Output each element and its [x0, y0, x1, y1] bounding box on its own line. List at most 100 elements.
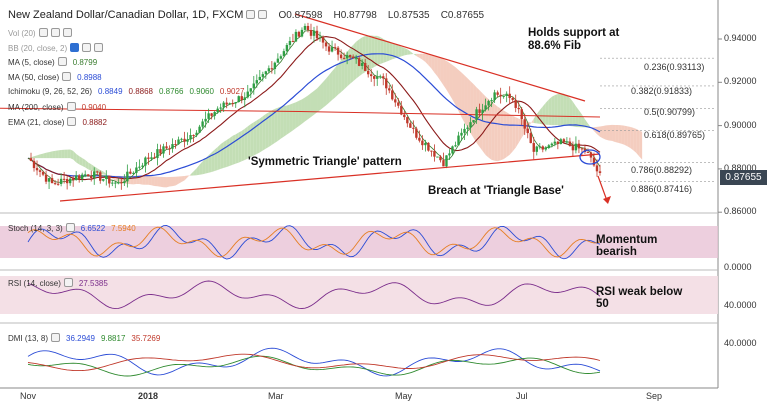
legend-ma5-value: 0.8799 — [72, 58, 98, 67]
candle-body — [252, 83, 255, 89]
ichimoku-cloud-segment — [326, 75, 330, 106]
candle-body — [457, 135, 460, 146]
ichimoku-cloud-segment — [413, 53, 417, 56]
candle-body — [138, 166, 141, 168]
ichimoku-cloud-segment — [380, 37, 384, 65]
close-icon[interactable] — [94, 43, 104, 52]
triangle-upper-trendline — [294, 13, 586, 102]
eye-icon[interactable] — [62, 72, 72, 81]
ichimoku-cloud-segment — [356, 39, 360, 79]
rsi-legend[interactable]: RSI (14, close) 27.5385 — [8, 278, 108, 288]
candle-body — [406, 117, 409, 124]
ichimoku-cloud-segment — [28, 157, 32, 159]
ichimoku-cloud-segment — [91, 164, 95, 172]
ichimoku-cloud-segment — [94, 166, 98, 174]
candle-body — [177, 139, 180, 145]
legend-ma50[interactable]: MA (50, close) 0.8988 — [8, 72, 102, 82]
ichimoku-cloud-segment — [73, 150, 77, 163]
settings-icon[interactable] — [246, 10, 256, 19]
candle-body — [117, 182, 120, 184]
ichimoku-cloud-segment — [277, 106, 281, 141]
candle-body — [294, 31, 298, 42]
ohlc-low-label: L — [387, 10, 394, 21]
ichimoku-cloud-segment — [295, 100, 299, 129]
triangle-base-trendline — [59, 153, 601, 202]
ichimoku-cloud-segment — [169, 176, 173, 187]
ichimoku-cloud-segment — [244, 126, 248, 160]
legend-ichimoku[interactable]: Ichimoku (9, 26, 52, 26) 0.8849 0.8868 0.87… — [8, 87, 244, 96]
candle-body — [129, 171, 132, 174]
candle-body — [360, 62, 364, 66]
candle-body — [35, 168, 39, 171]
candle-body — [397, 102, 400, 106]
candle-body — [171, 144, 174, 149]
ichimoku-cloud-segment — [452, 65, 456, 105]
ichimoku-cloud-segment — [103, 171, 107, 175]
ichimoku-cloud-segment — [506, 112, 510, 158]
gear-icon[interactable] — [82, 43, 92, 52]
breach-highlight-circle — [579, 149, 601, 165]
close-icon[interactable] — [62, 28, 72, 37]
ohlc-open-value: 0.87598 — [286, 10, 323, 21]
candle-body — [219, 107, 222, 109]
annotation-breach: Breach at 'Triangle Base' — [428, 185, 564, 197]
eye-icon[interactable] — [70, 43, 80, 52]
candle-body — [342, 58, 346, 60]
eye-icon[interactable] — [51, 333, 61, 342]
legend-vol[interactable]: Vol (20) — [8, 28, 72, 38]
candle-body — [595, 165, 599, 172]
ichimoku-cloud-segment — [148, 175, 152, 186]
ichimoku-cloud-segment — [609, 124, 613, 141]
candle-body — [68, 178, 72, 184]
eye-icon[interactable] — [63, 278, 73, 287]
candle-body — [47, 178, 51, 182]
candle-body — [255, 80, 258, 84]
ichimoku-cloud-segment — [368, 35, 372, 71]
candle-body — [490, 100, 493, 102]
ichimoku-cloud-segment — [256, 118, 260, 154]
ichimoku-cloud-segment — [163, 177, 167, 188]
eye-icon[interactable] — [66, 102, 76, 111]
x-tick-label: Nov — [20, 391, 37, 401]
breach-arrow-shaft — [597, 175, 607, 199]
eye-icon[interactable] — [57, 57, 67, 66]
ichimoku-cloud-segment — [401, 46, 405, 57]
gear-icon[interactable] — [50, 28, 60, 37]
candle-body — [478, 109, 481, 113]
format-icon[interactable] — [258, 10, 268, 19]
candle-body — [53, 183, 57, 185]
eye-icon[interactable] — [38, 28, 48, 37]
candle-body — [577, 143, 581, 149]
legend-ma5-label: MA (5, close) — [8, 58, 55, 67]
legend-ma5[interactable]: MA (5, close) 0.8799 — [8, 57, 97, 67]
candle-body — [246, 91, 249, 98]
legend-ema21[interactable]: EMA (21, close) 0.8882 — [8, 117, 107, 127]
ichimoku-cloud-segment — [455, 67, 459, 112]
candle-body — [279, 56, 283, 59]
candle-body — [210, 113, 213, 116]
candle-body — [216, 108, 219, 113]
candle-body — [159, 149, 162, 154]
candle-body — [174, 144, 177, 146]
ichimoku-cloud-segment — [190, 171, 194, 176]
legend-ema21-value: 0.8882 — [82, 118, 107, 127]
candle-body — [168, 148, 171, 150]
ichimoku-cloud-segment — [253, 120, 257, 156]
legend-bb[interactable]: BB (20, close, 2) — [8, 43, 104, 53]
stoch-legend[interactable]: Stoch (14, 3, 3) 6.6522 7.5940 — [8, 223, 136, 233]
candle-body — [65, 179, 69, 184]
candle-body — [448, 153, 451, 156]
eye-icon[interactable] — [67, 117, 77, 126]
candle-body — [463, 128, 466, 133]
eye-icon[interactable] — [65, 223, 75, 232]
stoch-value-k: 6.6522 — [80, 224, 106, 233]
ohlc-open-label: O — [278, 10, 287, 21]
ichimoku-cloud-segment — [217, 144, 221, 171]
ichimoku-cloud-segment — [467, 78, 471, 134]
ohlc-high: H0.87798 — [333, 10, 376, 21]
candle-body — [511, 98, 514, 100]
ichimoku-cloud-segment — [533, 114, 537, 124]
legend-ma200[interactable]: MA (200, close) 0.9040 — [8, 102, 106, 112]
dmi-legend[interactable]: DMI (13, 8) 36.2949 9.8817 35.7269 — [8, 333, 160, 343]
candle-body — [96, 171, 99, 173]
